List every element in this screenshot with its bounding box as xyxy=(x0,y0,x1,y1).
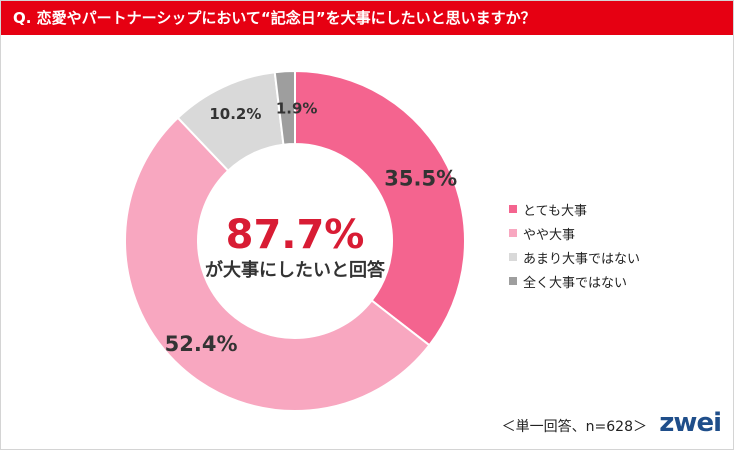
legend-swatch xyxy=(509,205,517,213)
legend-label: 全く大事ではない xyxy=(523,275,628,291)
slice-value-label: 1.9% xyxy=(276,100,318,118)
slice-value-label: 52.4% xyxy=(165,332,238,356)
legend-item: 全く大事ではない xyxy=(509,269,640,293)
slice-very-important xyxy=(294,69,466,347)
legend-item: やや大事 xyxy=(509,221,640,245)
legend-label: やや大事 xyxy=(523,227,576,243)
slice-not-at-all-important xyxy=(273,69,296,146)
question-header: Q. 恋愛やパートナーシップにおいて“記念日”を大事にしたいと思いますか？ xyxy=(1,1,733,35)
sample-note: ＜単一回答、n=628＞ xyxy=(501,419,647,435)
legend-swatch xyxy=(509,253,517,261)
slice-somewhat-important xyxy=(124,116,431,412)
legend-label: あまり大事ではない xyxy=(523,251,641,267)
legend-swatch xyxy=(509,277,517,285)
legend: とても大事 やや大事 あまり大事ではない 全く大事ではない xyxy=(509,197,640,293)
slice-value-label: 35.5% xyxy=(384,166,457,190)
legend-item: あまり大事ではない xyxy=(509,245,640,269)
legend-label: とても大事 xyxy=(523,203,587,219)
legend-item: とても大事 xyxy=(509,197,640,221)
slice-value-label: 10.2% xyxy=(209,105,261,123)
center-caption: が大事にしたいと回答 xyxy=(205,259,386,281)
brand-logo: zwei xyxy=(659,408,722,438)
donut-chart: 35.5% 52.4% 10.2% 1.9% 87.7% が大事にしたいと回答 xyxy=(124,69,466,412)
legend-swatch xyxy=(509,229,517,237)
center-percentage: 87.7% xyxy=(226,212,365,258)
